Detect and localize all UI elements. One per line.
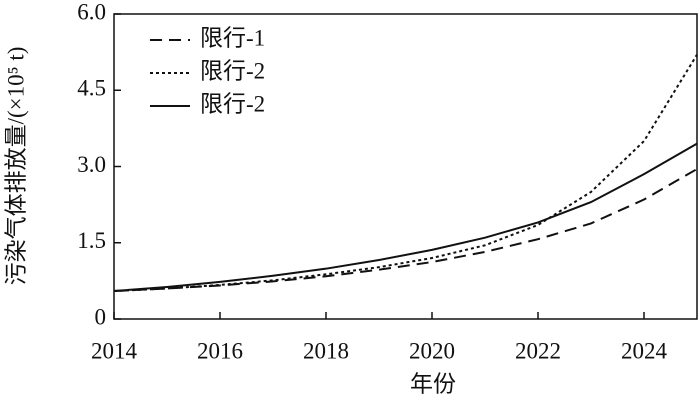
x-tick-label: 2022 xyxy=(515,338,561,363)
legend-label: 限行-1 xyxy=(200,25,265,50)
x-tick-label: 2020 xyxy=(409,338,455,363)
y-tick-label: 0 xyxy=(95,304,107,329)
x-tick-label: 2018 xyxy=(303,338,349,363)
x-axis-label: 年份 xyxy=(410,371,456,396)
y-tick-label: 6.0 xyxy=(77,0,106,24)
y-tick-label: 1.5 xyxy=(77,228,106,253)
line-series xyxy=(113,168,698,293)
x-tick-label: 2014 xyxy=(91,338,138,363)
y-tick-label: 4.5 xyxy=(77,76,106,101)
y-tick-label: 3.0 xyxy=(77,152,106,177)
line-series xyxy=(113,142,698,293)
y-axis-label: 污染气体排放量/(×10⁵ t) xyxy=(3,47,28,286)
legend-label: 限行-2 xyxy=(200,91,265,116)
legend-label: 限行-2 xyxy=(200,58,265,83)
x-tick-label: 2016 xyxy=(197,338,243,363)
line-series xyxy=(113,54,698,293)
x-tick-label: 2024 xyxy=(621,338,668,363)
